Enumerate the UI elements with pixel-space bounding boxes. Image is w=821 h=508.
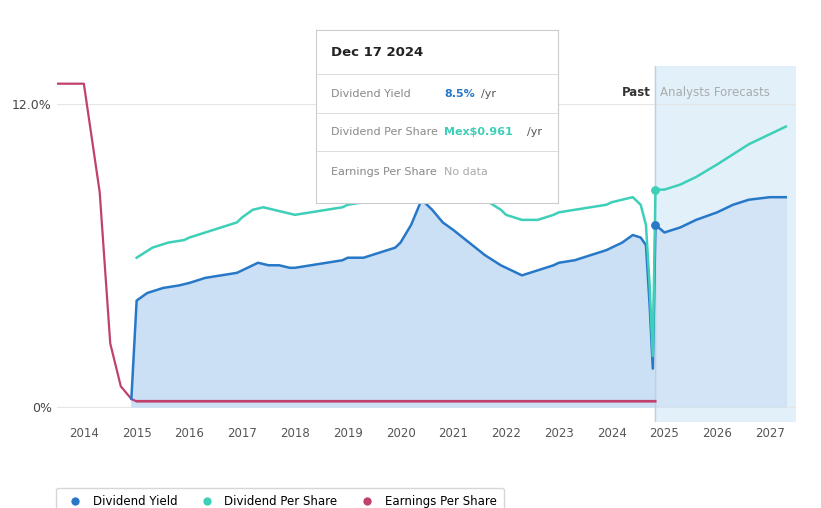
Text: Past: Past: [622, 86, 651, 100]
Text: 8.5%: 8.5%: [444, 89, 475, 100]
Legend: Dividend Yield, Dividend Per Share, Earnings Per Share: Dividend Yield, Dividend Per Share, Earn…: [56, 488, 504, 508]
Text: Dividend Yield: Dividend Yield: [331, 89, 410, 100]
Point: [649, 221, 662, 229]
Text: /yr: /yr: [481, 89, 496, 100]
Text: No data: No data: [444, 167, 488, 177]
Text: Dividend Per Share: Dividend Per Share: [331, 128, 438, 137]
Text: Analysts Forecasts: Analysts Forecasts: [660, 86, 769, 100]
Text: Mex$0.961: Mex$0.961: [444, 128, 513, 137]
Bar: [655, 66, 796, 422]
Text: Dec 17 2024: Dec 17 2024: [331, 46, 423, 59]
Text: /yr: /yr: [527, 128, 542, 137]
Point: [649, 185, 662, 194]
Text: Earnings Per Share: Earnings Per Share: [331, 167, 437, 177]
